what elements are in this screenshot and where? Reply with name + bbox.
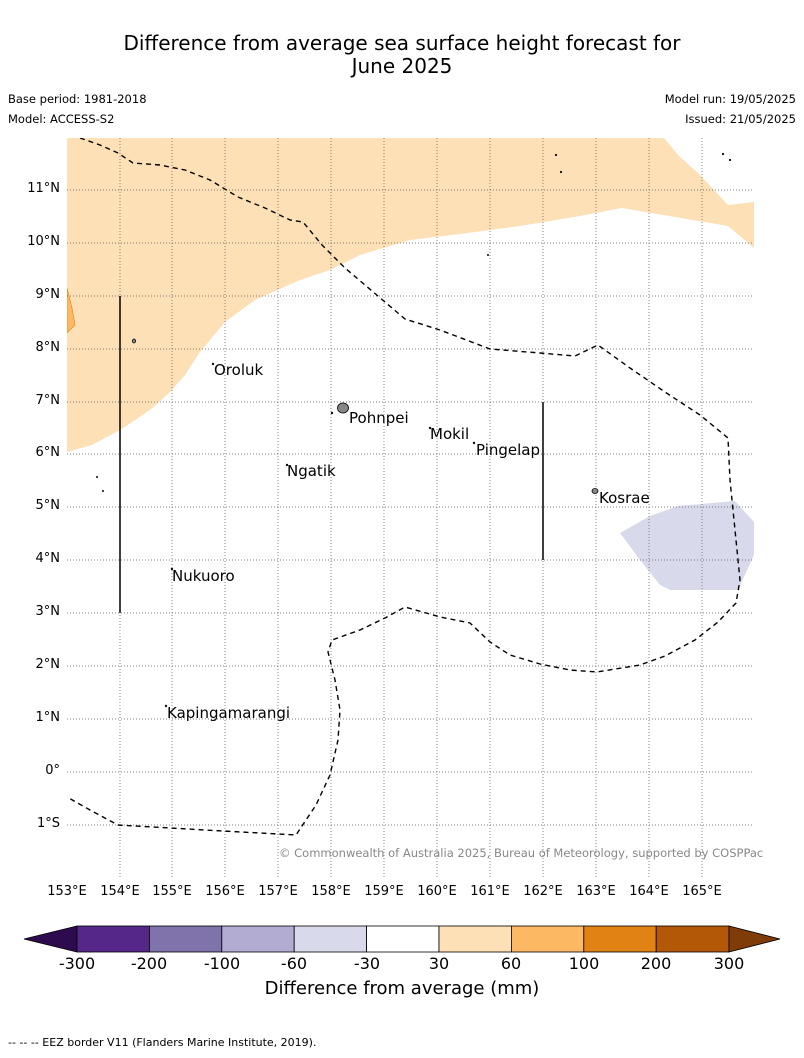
small-island-sw-2 [102, 489, 105, 492]
eez-border [67, 138, 741, 836]
anomaly-region-positive-northwest [67, 138, 754, 452]
model-name: Model: ACCESS-S2 [8, 112, 115, 126]
colorbar-tick-6: 30 [428, 954, 450, 973]
lat-label-11n: 11°N [27, 181, 60, 196]
colorbar [23, 925, 781, 953]
base-period: Base period: 1981-2018 [8, 92, 147, 106]
lat-label-1n: 1°N [35, 710, 61, 725]
colorbar-tick-5: -30 [353, 954, 381, 973]
place-label-mokil: Mokil [430, 425, 470, 443]
place-label-kosrae: Kosrae [599, 489, 650, 507]
colorbar-bin-7 [510, 925, 585, 953]
title-line-1: Difference from average sea surface heig… [123, 31, 681, 55]
colorbar-tick-2: -200 [130, 954, 168, 973]
lon-label-160e: 160°E [417, 884, 457, 899]
colorbar-bin-6 [438, 925, 512, 953]
lat-label-10n: 10°N [27, 234, 60, 249]
colorbar-title: Difference from average (mm) [264, 978, 540, 999]
colorbar-tick-1: -300 [58, 954, 96, 973]
lon-label-155e: 155°E [152, 884, 192, 899]
lat-label-0: 0° [45, 763, 60, 778]
colorbar-tick-3: -100 [203, 954, 241, 973]
lon-label-165e: 165°E [682, 884, 722, 899]
lon-label-157e: 157°E [258, 884, 298, 899]
map-area [67, 138, 754, 590]
oroluk-island [211, 362, 215, 366]
mokil-island [428, 426, 432, 430]
lon-label-161e: 161°E [470, 884, 510, 899]
lat-label-8n: 8°N [35, 340, 61, 355]
lon-label-164e: 164°E [629, 884, 669, 899]
colorbar-tick-10: 300 [713, 954, 745, 973]
colorbar-tick-4: -60 [280, 954, 308, 973]
lat-label-9n: 9°N [35, 287, 61, 302]
colorbar-bin-4 [293, 925, 368, 953]
eez-legend-note: -- -- -- EEZ border V11 (Flanders Marine… [8, 1036, 317, 1049]
lat-label-1s: 1°S [36, 816, 60, 831]
gridlines [67, 138, 754, 878]
pingelap-island [472, 441, 476, 445]
islands [96, 152, 732, 708]
small-island-sw-1 [96, 475, 99, 478]
small-island-ne-2 [559, 170, 563, 174]
place-label-nukuoro: Nukuoro [172, 567, 235, 585]
place-label-kapingamarangi: Kapingamarangi [167, 704, 291, 722]
model-run: Model run: 19/05/2025 [664, 92, 796, 106]
pohnpei-island [337, 402, 349, 414]
small-island-west [131, 338, 136, 344]
lat-label-3n: 3°N [35, 604, 61, 619]
colorbar-tick-7: 60 [500, 954, 522, 973]
ngatik-island [285, 463, 289, 467]
place-label-pohnpei: Pohnpei [349, 409, 409, 427]
lon-label-159e: 159°E [364, 884, 404, 899]
colorbar-bin-9 [655, 925, 730, 953]
colorbar-extend-high [728, 925, 781, 953]
colorbar-bin-5 [366, 925, 440, 953]
colorbar-bin-1 [76, 925, 150, 953]
lon-label-158e: 158°E [311, 884, 351, 899]
issued-date: Issued: 21/05/2025 [685, 112, 796, 126]
lon-label-156e: 156°E [205, 884, 245, 899]
small-island-ne-1 [554, 153, 558, 157]
lat-label-5n: 5°N [35, 498, 61, 513]
lat-label-7n: 7°N [35, 393, 61, 408]
kapingamarangi-island [164, 704, 168, 708]
lon-label-162e: 162°E [523, 884, 563, 899]
place-label-pingelap: Pingelap [476, 441, 541, 459]
colorbar-tick-9: 200 [640, 954, 672, 973]
anomaly-region-positive-strong [67, 287, 76, 334]
small-island-ne-3 [721, 152, 725, 156]
lon-label-154e: 154°E [100, 884, 140, 899]
ant-atoll [330, 411, 334, 415]
lat-label-6n: 6°N [35, 445, 61, 460]
kosrae-island [591, 488, 599, 494]
lat-label-2n: 2°N [35, 657, 61, 672]
lat-label-4n: 4°N [35, 551, 61, 566]
place-label-oroluk: Oroluk [214, 361, 264, 379]
colorbar-extend-low [23, 925, 78, 953]
anomaly-region-negative-east [620, 501, 754, 590]
copyright-notice: © Commonwealth of Australia 2025, Bureau… [279, 846, 764, 860]
map-title: Difference from average sea surface heig… [0, 32, 804, 78]
small-island-mid [486, 253, 489, 256]
colorbar-bin-2 [148, 925, 223, 953]
lon-label-153e: 153°E [47, 884, 87, 899]
colorbar-tick-8: 100 [568, 954, 600, 973]
lon-label-163e: 163°E [576, 884, 616, 899]
title-line-2: June 2025 [351, 54, 453, 78]
colorbar-bin-3 [221, 925, 295, 953]
nukuoro-island [170, 567, 174, 571]
colorbar-bin-8 [583, 925, 657, 953]
place-label-ngatik: Ngatik [287, 462, 336, 480]
small-island-ne-4 [728, 158, 732, 162]
